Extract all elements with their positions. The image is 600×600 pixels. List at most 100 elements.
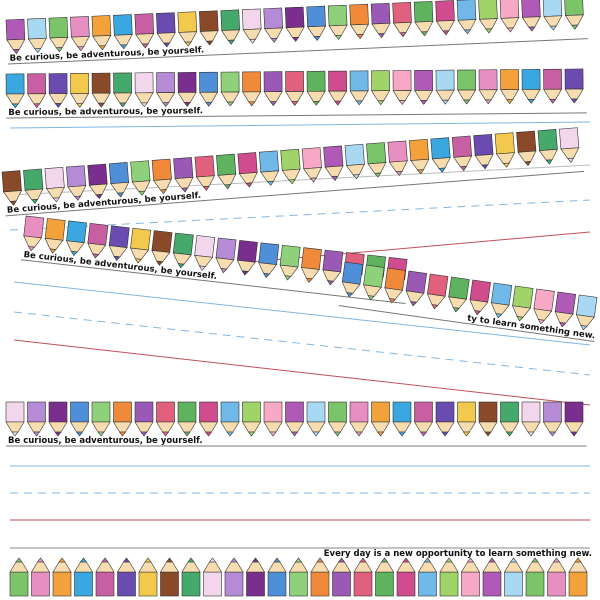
pencil-body bbox=[258, 242, 280, 266]
strip-rule bbox=[6, 112, 587, 119]
pencil-lead bbox=[398, 100, 406, 106]
pencil-lead bbox=[570, 431, 578, 437]
pencil bbox=[177, 401, 197, 437]
pencil bbox=[5, 401, 25, 437]
pencil-body bbox=[414, 69, 433, 91]
pencil bbox=[448, 276, 470, 313]
pencil-body bbox=[134, 72, 154, 94]
pencil-body bbox=[306, 401, 326, 423]
red-rule bbox=[13, 339, 591, 406]
pencil bbox=[478, 69, 498, 105]
pencil bbox=[194, 155, 215, 191]
pencil bbox=[554, 291, 577, 328]
pencil bbox=[27, 73, 47, 109]
pencil-body bbox=[478, 69, 498, 91]
pencil-lead bbox=[245, 182, 253, 188]
pencil-body bbox=[375, 571, 394, 597]
pencil-lead bbox=[205, 101, 213, 107]
pencil bbox=[414, 69, 434, 105]
pencil-lead bbox=[305, 277, 313, 283]
pencil-body bbox=[392, 2, 412, 24]
pencil-lead bbox=[484, 99, 492, 105]
pencil bbox=[138, 557, 158, 597]
pencil-lead bbox=[352, 174, 360, 180]
pencil-body bbox=[568, 571, 588, 597]
pencil-body bbox=[263, 401, 283, 423]
pencil bbox=[23, 168, 44, 205]
pencil bbox=[9, 557, 29, 597]
pencil-lead bbox=[445, 557, 453, 563]
pencil-lead bbox=[49, 248, 57, 254]
pencil-lead bbox=[162, 102, 170, 108]
pencil-body bbox=[521, 69, 541, 90]
pencil-lead bbox=[402, 557, 410, 563]
pencil bbox=[451, 135, 473, 172]
pencil-lead bbox=[419, 431, 428, 437]
pencil-body bbox=[263, 7, 283, 30]
pencil-body bbox=[108, 225, 130, 248]
pencil bbox=[130, 227, 152, 264]
pencil-lead bbox=[580, 325, 588, 331]
pencil-lead bbox=[571, 24, 579, 30]
pencil-body bbox=[173, 157, 194, 180]
pencil bbox=[220, 9, 241, 45]
pencil-lead bbox=[420, 100, 428, 105]
pencil-body bbox=[427, 273, 449, 297]
pencil bbox=[499, 401, 520, 437]
pencil bbox=[151, 158, 173, 195]
pencil-lead bbox=[548, 431, 557, 437]
pencil-body bbox=[543, 68, 562, 90]
pencil-body bbox=[220, 9, 240, 31]
footer-pencils bbox=[9, 557, 588, 597]
pencil bbox=[371, 70, 391, 106]
pencil bbox=[30, 557, 51, 597]
pencil bbox=[5, 73, 25, 109]
pencil-body bbox=[5, 18, 26, 41]
pencil-body bbox=[224, 571, 244, 597]
pencil bbox=[494, 132, 516, 168]
strip-caption: Be curious, be adventurous, be yourself. bbox=[8, 106, 203, 118]
pencil bbox=[177, 11, 198, 47]
pencil-body bbox=[564, 68, 584, 90]
pencil bbox=[500, 69, 520, 105]
pencil bbox=[478, 0, 498, 34]
pencil-lead bbox=[488, 557, 496, 563]
pencil bbox=[533, 288, 555, 325]
pencil-lead bbox=[224, 184, 232, 190]
pencil-body bbox=[5, 401, 25, 423]
pencil bbox=[241, 8, 262, 44]
pencil-lead bbox=[452, 307, 460, 313]
pencil-body bbox=[156, 401, 175, 423]
pencil-lead bbox=[462, 431, 471, 437]
pencil-lead bbox=[241, 270, 249, 276]
pencil-body bbox=[87, 222, 109, 246]
pencil-lead bbox=[549, 25, 557, 31]
pencil-body bbox=[516, 130, 537, 153]
pencil-body bbox=[341, 261, 364, 285]
pencil-body bbox=[327, 4, 348, 27]
pencil bbox=[384, 267, 406, 304]
pencil bbox=[44, 166, 65, 203]
pencil bbox=[521, 69, 541, 104]
pencil-body bbox=[220, 71, 240, 93]
pencil bbox=[392, 401, 412, 437]
dashed-rule bbox=[13, 311, 591, 376]
pencil-lead bbox=[141, 43, 149, 49]
pencil-body bbox=[370, 2, 391, 25]
pencil-lead bbox=[531, 557, 539, 563]
pencil-lead bbox=[251, 557, 260, 563]
pencil bbox=[245, 557, 266, 597]
pencil-lead bbox=[15, 557, 23, 563]
pencil-lead bbox=[527, 431, 535, 437]
pencil bbox=[108, 162, 130, 198]
pencil bbox=[199, 71, 219, 107]
pencil-lead bbox=[101, 557, 109, 563]
pencil-lead bbox=[288, 179, 296, 185]
pencil-body bbox=[215, 237, 237, 261]
pencil bbox=[363, 264, 385, 301]
pencil-lead bbox=[284, 275, 292, 281]
pencil bbox=[159, 557, 180, 597]
pencil-lead bbox=[441, 431, 449, 437]
pencil bbox=[370, 401, 391, 437]
footer-caption: Every day is a new opportunity to learn … bbox=[324, 549, 592, 559]
